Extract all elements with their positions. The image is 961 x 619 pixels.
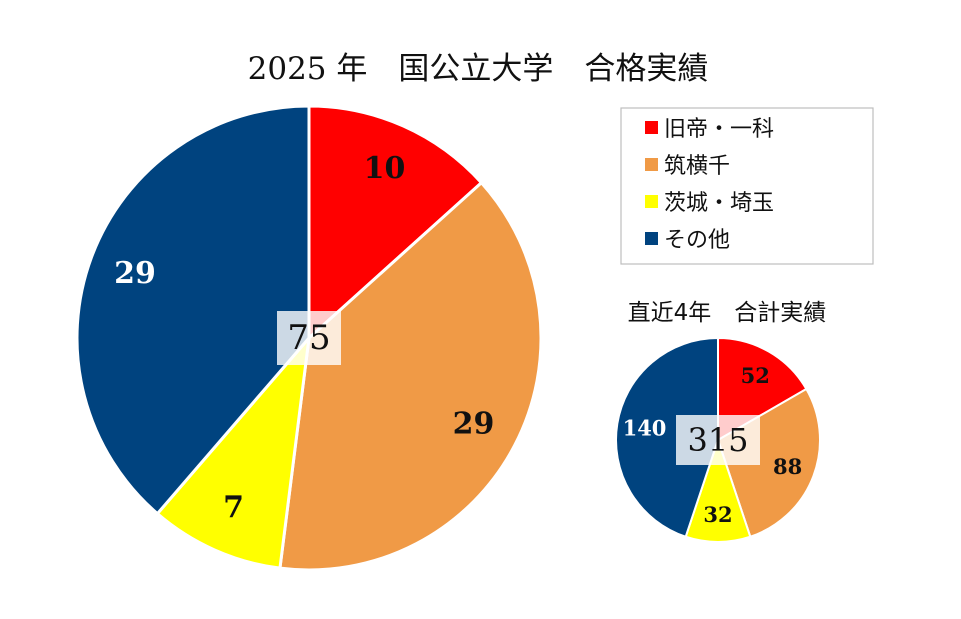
pie0-total-label: 75	[287, 318, 330, 358]
main-chart-title: 2025 年 国公立大学 合格実績	[248, 51, 709, 87]
pie0-slice-1	[278, 181, 543, 572]
pie0-slice-2	[155, 336, 311, 570]
pie0-value-label-3: 29	[114, 256, 156, 291]
pie1-value-label-2: 32	[703, 502, 732, 527]
pie1-total-label: 315	[687, 421, 748, 459]
main-pie: 75 10 29 7 29	[75, 104, 543, 572]
legend-label-2: 茨城・埼玉	[664, 191, 774, 216]
legend-swatch-1	[645, 158, 658, 171]
legend-swatch-3	[645, 232, 658, 245]
sub-chart-title: 直近4年 合計実績	[628, 300, 827, 326]
pie1-value-label-3: 140	[623, 416, 667, 441]
legend-label-0: 旧帝・一科	[664, 117, 774, 142]
pie1-total-box	[676, 415, 760, 465]
pie0-value-label-1: 29	[453, 406, 495, 441]
legend-swatch-0	[645, 121, 658, 134]
pie0-value-label-0: 10	[364, 151, 406, 186]
pie0-slice-3	[75, 104, 311, 516]
pie0-slice-0	[307, 104, 483, 340]
pie1-slice-0	[717, 337, 808, 441]
legend-label-1: 筑横千	[664, 154, 730, 179]
legend-box	[620, 107, 874, 265]
legend-label-3: その他	[664, 228, 730, 253]
sub-pie: 315 52 88 32 140	[615, 337, 821, 543]
pie1-value-label-0: 52	[741, 363, 770, 388]
legend-swatch-2	[645, 195, 658, 208]
legend: 旧帝・一科 筑横千 茨城・埼玉 その他	[620, 107, 874, 265]
pie0-total-box	[277, 311, 341, 365]
pie1-value-label-1: 88	[773, 454, 802, 479]
pie0-value-label-2: 7	[223, 490, 244, 525]
pie1-slice-3	[615, 337, 719, 538]
